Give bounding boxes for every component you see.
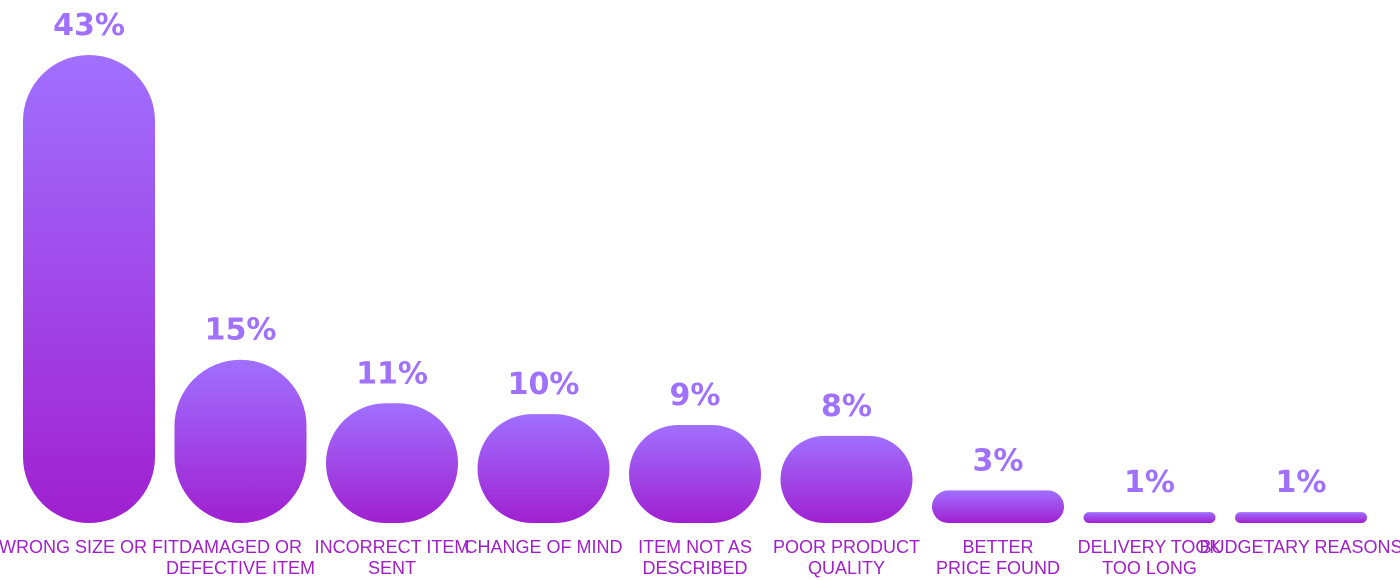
category-label-7: BETTER PRICE FOUND [936, 537, 1060, 578]
bar-9 [1235, 512, 1367, 523]
category-label-line: INCORRECT ITEM [315, 537, 470, 557]
category-label-1: WRONG SIZE OR FIT [0, 537, 179, 557]
category-label-line: PRICE FOUND [936, 558, 1060, 578]
value-label-9: 1% [1276, 465, 1327, 500]
category-label-2: DAMAGED OR DEFECTIVE ITEM [166, 537, 315, 578]
bar-1 [23, 55, 155, 523]
category-label-line: WRONG SIZE OR FIT [0, 537, 179, 557]
category-label-line: QUALITY [808, 558, 885, 578]
bars-group [23, 55, 1367, 523]
value-label-2: 15% [205, 313, 277, 348]
category-label-line: POOR PRODUCT [773, 537, 920, 557]
category-label-line: BETTER [962, 537, 1033, 557]
category-label-line: DEFECTIVE ITEM [166, 558, 315, 578]
bar-5 [629, 425, 761, 523]
category-labels-group: WRONG SIZE OR FIT DAMAGED OR DEFECTIVE ITE… [0, 537, 1400, 578]
value-label-6: 8% [821, 389, 872, 424]
category-label-line: ITEM NOT AS [638, 537, 752, 557]
category-label-9: BUDGETARY REASONS [1199, 537, 1400, 557]
value-label-7: 3% [973, 443, 1024, 478]
category-label-3: INCORRECT ITEM SENT [315, 537, 470, 578]
category-label-line: CHANGE OF MIND [464, 537, 622, 557]
value-labels-group: 43% 15% 11% 10% 9% 8% 3% 1% 1% [53, 8, 1326, 500]
bar-3 [326, 403, 458, 523]
category-label-line: DESCRIBED [642, 558, 747, 578]
bar-8 [1083, 512, 1216, 523]
bar-4 [477, 414, 610, 523]
category-label-4: CHANGE OF MIND [464, 537, 622, 557]
value-label-3: 11% [356, 356, 428, 391]
category-label-line: DAMAGED OR [179, 537, 302, 557]
bar-6 [780, 435, 913, 523]
value-label-5: 9% [670, 378, 721, 413]
category-label-line: SENT [368, 558, 416, 578]
category-label-8: DELIVERY TOOK TOO LONG [1078, 537, 1222, 578]
category-label-5: ITEM NOT AS DESCRIBED [638, 537, 752, 578]
value-label-8: 1% [1124, 465, 1175, 500]
category-label-line: BUDGETARY REASONS [1199, 537, 1400, 557]
category-label-6: POOR PRODUCT QUALITY [773, 537, 920, 578]
value-label-1: 43% [53, 8, 125, 43]
value-label-4: 10% [508, 367, 580, 402]
category-label-line: TOO LONG [1102, 558, 1197, 578]
bar-7 [932, 490, 1064, 523]
category-label-line: DELIVERY TOOK [1078, 537, 1222, 557]
bar-2 [174, 359, 307, 523]
